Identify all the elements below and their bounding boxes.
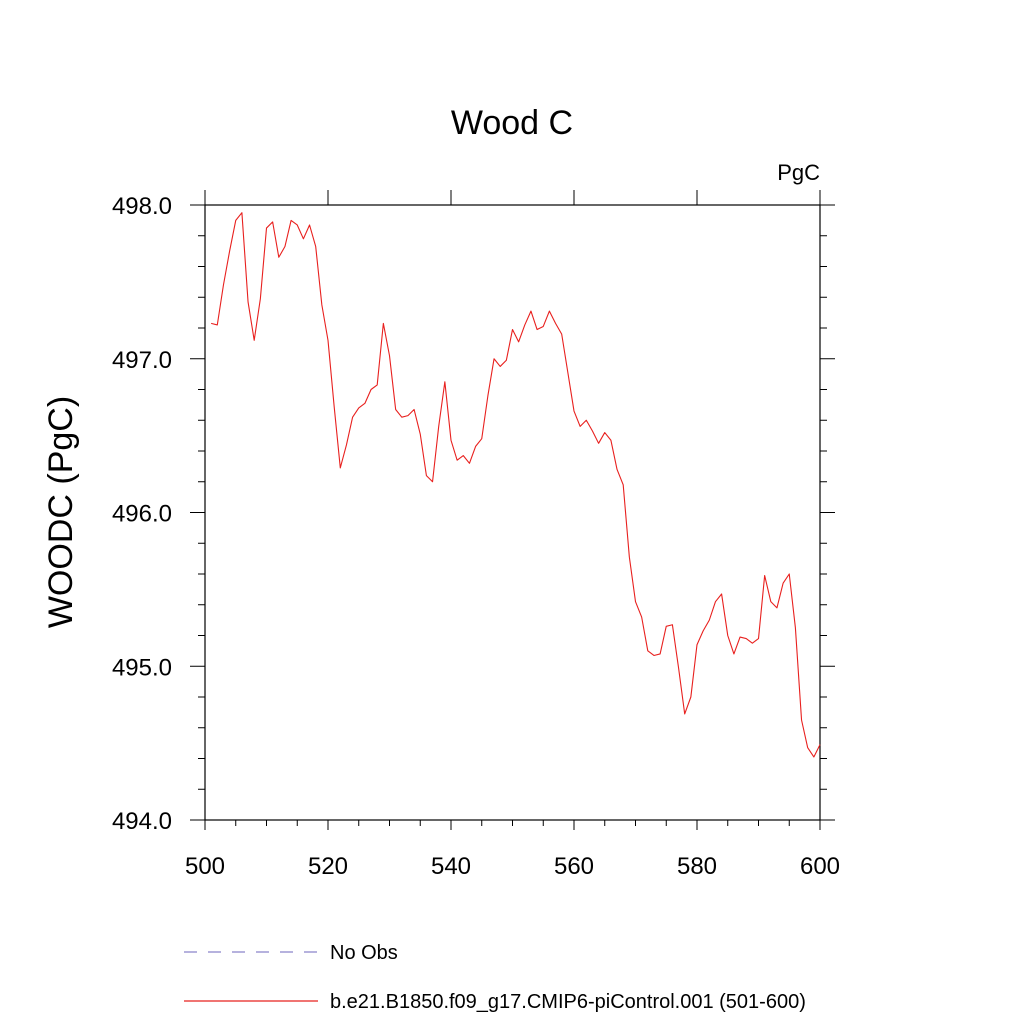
plot-frame: [204, 204, 821, 821]
x-tick-label: 540: [431, 853, 471, 880]
chart-title: Wood C: [451, 104, 573, 142]
y-tick-label: 497.0: [112, 347, 172, 374]
x-tick-label: 600: [800, 853, 840, 880]
series-line-picontrol: [211, 212, 821, 758]
tick-labels: 500 520 540 560 580 600 494.0 495.0 496.0 497.0 49…: [112, 193, 840, 880]
legend: No Obs b.e21.B1850.f09_g17.CMIP6-piContr…: [184, 942, 806, 1013]
x-tick-label: 500: [185, 853, 225, 880]
legend-label-picontrol: b.e21.B1850.f09_g17.CMIP6-piControl.001 …: [330, 991, 806, 1013]
units-label: PgC: [777, 160, 820, 185]
x-tick-label: 520: [308, 853, 348, 880]
y-tick-label: 495.0: [112, 654, 172, 681]
y-tick-label: 498.0: [112, 193, 172, 220]
axis-ticks: [190, 190, 835, 830]
y-tick-label: 494.0: [112, 808, 172, 835]
legend-label-no-obs: No Obs: [330, 942, 398, 964]
series-layer: [211, 212, 821, 758]
y-axis-label: WOODC (PgC): [42, 396, 80, 628]
x-tick-label: 560: [554, 853, 594, 880]
y-tick-label: 496.0: [112, 501, 172, 528]
x-tick-label: 580: [677, 853, 717, 880]
